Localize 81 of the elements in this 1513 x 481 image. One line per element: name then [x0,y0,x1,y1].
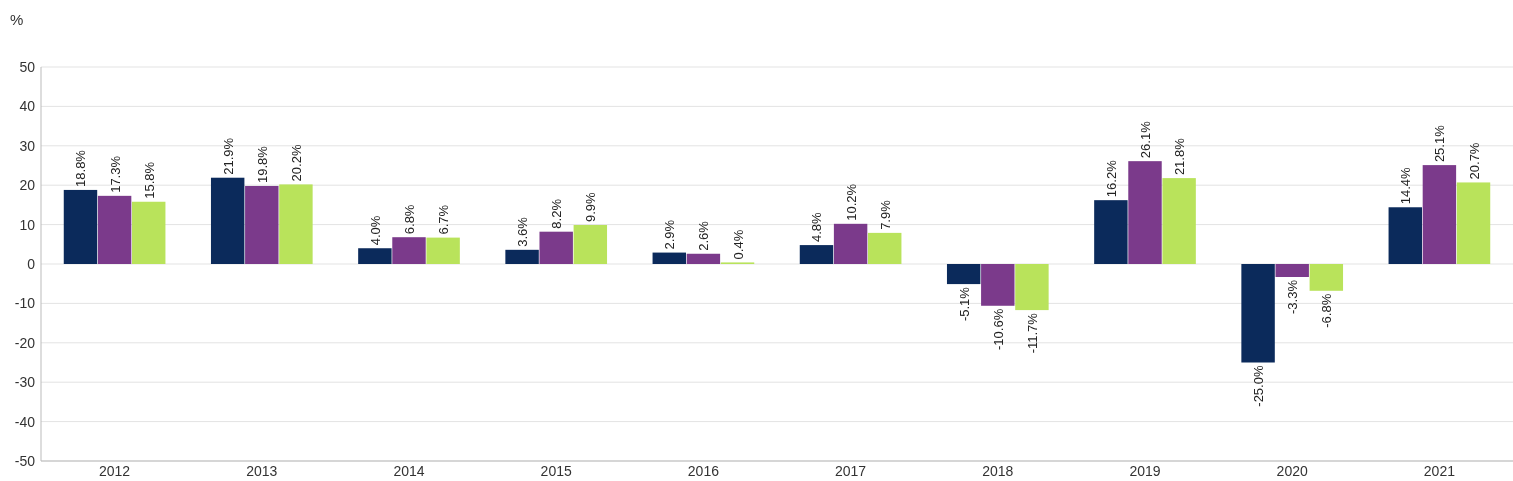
bar [1388,207,1422,264]
bar [539,231,573,264]
bar [868,232,902,264]
data-label: 6.8% [402,204,417,235]
y-tick-label: -20 [14,334,36,351]
data-label: 10.2% [843,183,859,221]
data-label: 2.9% [662,219,678,250]
data-label: 20.2% [288,144,304,182]
data-label: 7.9% [877,199,893,230]
x-tick-label: 2015 [540,463,572,479]
data-label: 14.4% [1398,166,1414,205]
bar [279,184,313,264]
data-label: 0.4% [730,229,746,260]
bar [1094,200,1128,264]
data-label: -10.6% [990,308,1006,350]
data-label: 21.9% [220,137,236,175]
data-label: -6.8% [1319,293,1335,328]
x-tick-label: 2013 [246,463,278,479]
data-label: -5.1% [956,286,972,322]
bar [132,201,166,264]
bar [1241,264,1275,363]
x-tick-label: 2014 [393,463,425,479]
data-label: 25.1% [1432,124,1448,163]
bar [981,264,1015,306]
y-tick-label: 10 [19,216,36,233]
data-label: 4.0% [367,215,383,246]
y-tick-label: -50 [14,452,36,469]
bar [392,237,426,264]
bar [358,248,392,264]
y-tick-label: 0 [27,255,36,272]
x-tick-label: 2019 [1129,463,1161,479]
x-tick-label: 2018 [982,463,1014,479]
bar [210,177,245,264]
data-label: 6.7% [436,204,452,235]
data-label: 15.8% [141,161,157,199]
y-tick-label: -10 [14,295,36,312]
data-label: 8.2% [549,198,565,229]
data-label: 18.8% [73,149,89,187]
x-tick-label: 2012 [99,463,131,479]
y-tick-label: 20 [19,177,36,194]
data-label: 19.8% [254,145,270,183]
bar [1422,165,1457,264]
data-label: 26.1% [1138,120,1153,159]
bar [1275,264,1309,277]
bar [946,264,981,285]
bar [505,249,539,264]
data-label: -11.7% [1024,312,1040,354]
bar [573,224,608,264]
y-axis-title: % [10,11,24,28]
x-tick-label: 2016 [687,463,720,479]
x-tick-label: 2020 [1276,463,1308,479]
y-tick-label: 40 [19,98,36,115]
data-label: 21.8% [1172,137,1188,176]
bar [686,253,721,264]
y-tick-label: 30 [19,137,36,154]
data-label: 4.8% [809,212,825,243]
x-tick-label: 2021 [1423,463,1456,479]
bar [245,185,279,264]
bar [1128,161,1162,264]
x-tick-label: 2017 [835,463,867,479]
y-tick-label: 50 [19,58,36,75]
data-label: -3.3% [1285,279,1301,314]
y-tick-label: -40 [14,413,36,430]
bar [1309,264,1344,291]
data-label: 16.2% [1103,159,1119,198]
bar [63,189,98,264]
data-label: 17.3% [107,155,123,193]
bar [799,245,834,264]
bar [652,252,686,264]
bar [833,223,868,264]
bar [97,195,132,264]
data-label: 9.9% [583,191,599,222]
bar [1162,178,1196,264]
data-label: 2.6% [696,220,712,251]
data-label: -25.0% [1251,365,1267,407]
bar [1015,264,1049,311]
bar [426,237,460,264]
bar [1456,182,1491,264]
data-label: 20.7% [1466,142,1482,180]
y-tick-label: -30 [14,374,36,391]
data-label: 3.6% [515,216,531,247]
